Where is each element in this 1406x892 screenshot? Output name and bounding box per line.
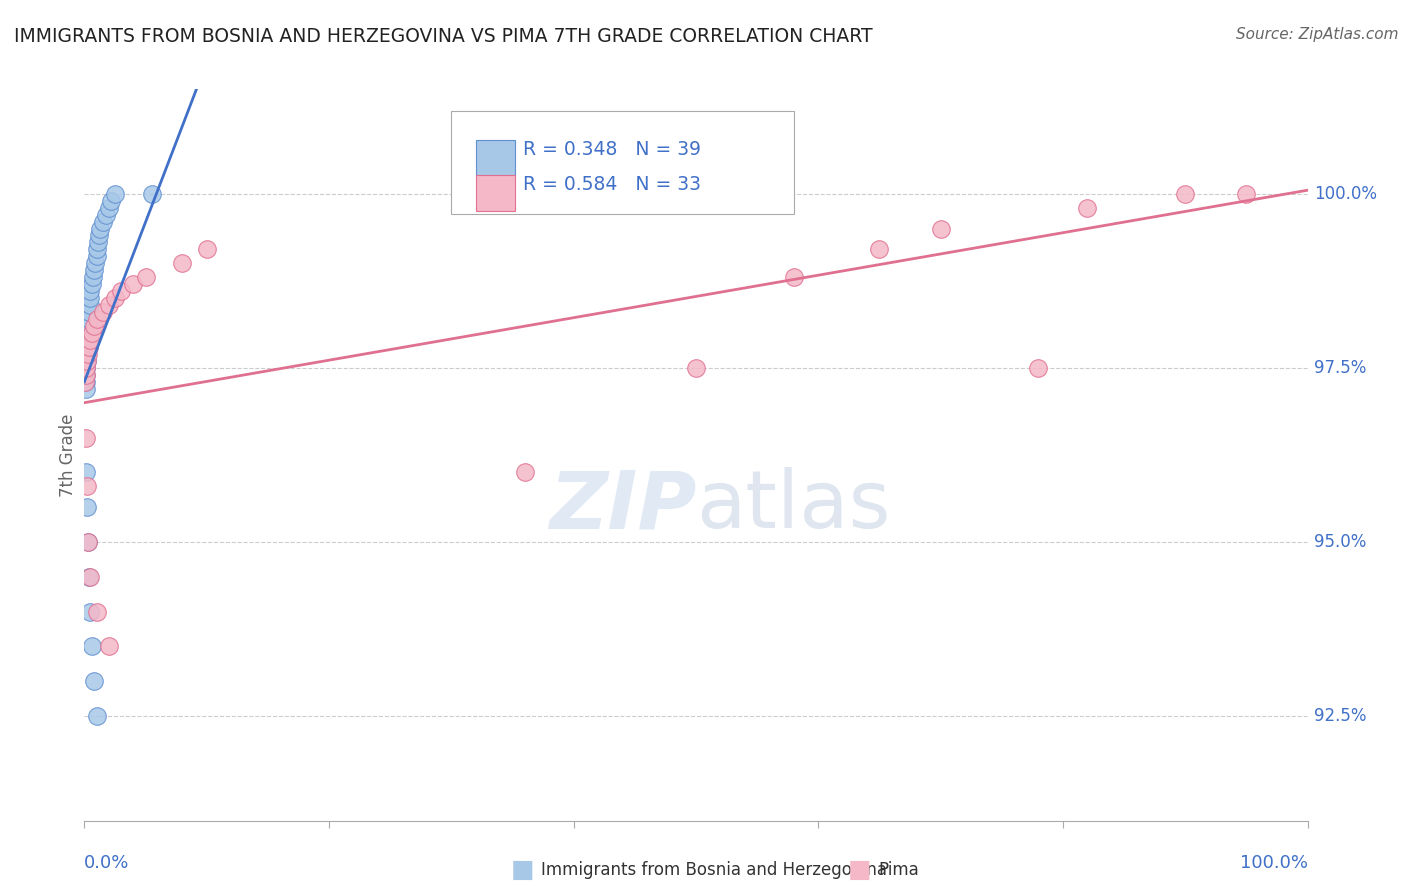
Point bbox=[77, 340, 100, 354]
Point bbox=[77, 347, 100, 361]
Point bbox=[75, 368, 97, 382]
Point bbox=[1234, 186, 1257, 201]
Point bbox=[83, 263, 105, 277]
Point bbox=[76, 500, 98, 515]
Point bbox=[89, 221, 111, 235]
Point bbox=[110, 284, 132, 298]
Point bbox=[100, 194, 122, 208]
FancyBboxPatch shape bbox=[475, 140, 515, 177]
Point bbox=[77, 326, 100, 340]
Point bbox=[1174, 186, 1197, 201]
Point bbox=[75, 360, 97, 375]
FancyBboxPatch shape bbox=[475, 175, 515, 211]
Point bbox=[87, 235, 110, 250]
Point bbox=[87, 228, 110, 243]
Point bbox=[685, 360, 707, 375]
Point bbox=[104, 291, 127, 305]
Point bbox=[79, 605, 101, 619]
Point bbox=[1028, 360, 1050, 375]
Point bbox=[104, 186, 127, 201]
Text: 0.0%: 0.0% bbox=[84, 854, 129, 871]
Point bbox=[91, 214, 114, 228]
Point bbox=[929, 221, 952, 235]
Text: R = 0.584   N = 33: R = 0.584 N = 33 bbox=[523, 175, 702, 194]
Point bbox=[97, 298, 120, 312]
Text: 100.0%: 100.0% bbox=[1240, 854, 1308, 871]
Point bbox=[79, 333, 101, 347]
Point bbox=[76, 479, 98, 493]
Point bbox=[86, 312, 108, 326]
Point bbox=[75, 382, 97, 396]
Point bbox=[77, 333, 100, 347]
Point bbox=[141, 186, 163, 201]
Point bbox=[76, 340, 98, 354]
Text: Immigrants from Bosnia and Herzegovina: Immigrants from Bosnia and Herzegovina bbox=[541, 861, 887, 879]
Point bbox=[86, 709, 108, 723]
Point bbox=[80, 277, 103, 292]
Point bbox=[76, 354, 98, 368]
Y-axis label: 7th Grade: 7th Grade bbox=[59, 413, 77, 497]
Point bbox=[195, 243, 218, 257]
Text: 92.5%: 92.5% bbox=[1313, 707, 1367, 725]
Text: IMMIGRANTS FROM BOSNIA AND HERZEGOVINA VS PIMA 7TH GRADE CORRELATION CHART: IMMIGRANTS FROM BOSNIA AND HERZEGOVINA V… bbox=[14, 27, 873, 45]
Point bbox=[77, 305, 100, 319]
Point bbox=[77, 319, 100, 334]
Text: atlas: atlas bbox=[696, 467, 890, 545]
Point bbox=[86, 243, 108, 257]
Point bbox=[86, 605, 108, 619]
Point bbox=[79, 291, 101, 305]
Text: Pima: Pima bbox=[879, 861, 920, 879]
Point bbox=[86, 249, 108, 263]
FancyBboxPatch shape bbox=[451, 112, 794, 213]
Point bbox=[513, 466, 536, 480]
Point bbox=[75, 360, 97, 375]
Text: 95.0%: 95.0% bbox=[1313, 533, 1367, 551]
Text: Source: ZipAtlas.com: Source: ZipAtlas.com bbox=[1236, 27, 1399, 42]
Point bbox=[75, 375, 97, 389]
Point bbox=[122, 277, 145, 292]
Point bbox=[77, 535, 100, 549]
Point bbox=[135, 270, 157, 285]
Point bbox=[73, 375, 96, 389]
Text: ZIP: ZIP bbox=[548, 467, 696, 545]
Point bbox=[75, 368, 97, 382]
Text: 100.0%: 100.0% bbox=[1313, 185, 1376, 202]
Point bbox=[77, 535, 100, 549]
Text: ■: ■ bbox=[848, 858, 872, 881]
Point bbox=[80, 640, 103, 654]
Text: 97.5%: 97.5% bbox=[1313, 359, 1367, 376]
Text: R = 0.348   N = 39: R = 0.348 N = 39 bbox=[523, 140, 702, 159]
Point bbox=[82, 270, 104, 285]
Point bbox=[75, 430, 97, 444]
Point bbox=[96, 208, 118, 222]
Point bbox=[75, 466, 97, 480]
Point bbox=[172, 256, 194, 270]
Point bbox=[79, 298, 101, 312]
Point bbox=[83, 674, 105, 689]
Point bbox=[783, 270, 806, 285]
Point bbox=[76, 354, 98, 368]
Point bbox=[80, 326, 103, 340]
Point bbox=[83, 319, 105, 334]
Point bbox=[1076, 201, 1098, 215]
Point bbox=[869, 243, 891, 257]
Point bbox=[73, 368, 96, 382]
Point bbox=[97, 640, 120, 654]
Point bbox=[79, 284, 101, 298]
Point bbox=[79, 570, 101, 584]
Point bbox=[97, 201, 120, 215]
Point bbox=[77, 570, 100, 584]
Point bbox=[77, 312, 100, 326]
Text: ■: ■ bbox=[510, 858, 534, 881]
Point bbox=[76, 347, 98, 361]
Point bbox=[91, 305, 114, 319]
Point bbox=[84, 256, 107, 270]
